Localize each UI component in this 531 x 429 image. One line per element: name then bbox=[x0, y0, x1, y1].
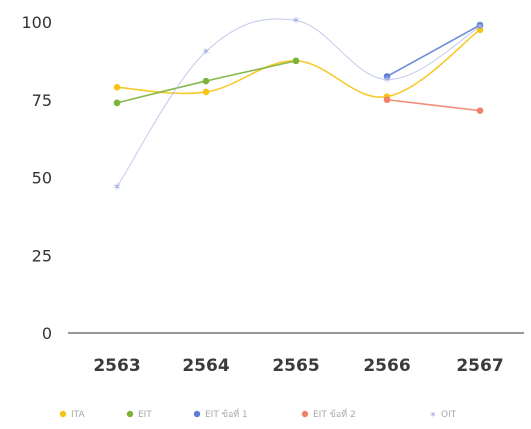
data-point-4-0[interactable]: ✶ bbox=[112, 180, 121, 193]
data-point-0-0[interactable] bbox=[113, 84, 121, 91]
data-point-4-2[interactable]: ✶ bbox=[291, 14, 300, 27]
legend-label-1: EIT bbox=[138, 410, 152, 420]
y-axis-labels: 0 25 50 75 100 bbox=[21, 13, 52, 343]
data-point-3-4[interactable] bbox=[476, 107, 484, 114]
data-point-1-0[interactable] bbox=[113, 99, 121, 107]
series-line-2 bbox=[386, 24, 481, 78]
series-line-3 bbox=[386, 98, 481, 112]
series-line-0 bbox=[116, 29, 481, 98]
legend-label-2: EIT ข้อที่ 1 bbox=[205, 407, 248, 420]
legend: ITA EIT EIT ข้อที่ 1 EIT ข้อที่ 2 ✶ OIT bbox=[59, 407, 457, 421]
legend-marker-4: ✶ bbox=[429, 411, 437, 421]
data-point-4-4[interactable]: ✶ bbox=[475, 20, 484, 33]
y-tick-label-75: 75 bbox=[32, 91, 52, 110]
x-tick-label-2566: 2566 bbox=[363, 356, 410, 376]
data-point-4-3[interactable]: ✶ bbox=[382, 73, 391, 86]
data-point-2-4[interactable] bbox=[476, 21, 484, 29]
legend-label-0: ITA bbox=[71, 410, 85, 420]
legend-marker-2 bbox=[193, 410, 201, 418]
series-line-4 bbox=[116, 18, 481, 188]
legend-item-4[interactable]: ✶ OIT bbox=[429, 410, 457, 420]
x-tick-label-2564: 2564 bbox=[182, 356, 229, 376]
x-axis-labels: 2563 2564 2565 2566 2567 bbox=[93, 356, 503, 376]
legend-item-1[interactable]: EIT bbox=[126, 410, 153, 420]
y-tick-label-25: 25 bbox=[32, 246, 52, 265]
y-tick-label-100: 100 bbox=[21, 13, 52, 32]
data-point-2-3[interactable] bbox=[383, 73, 391, 80]
series-points: ✶ ✶ ✶ ✶ ✶ bbox=[112, 14, 484, 193]
legend-marker-3 bbox=[301, 410, 309, 418]
data-point-3-3[interactable] bbox=[383, 96, 391, 104]
y-tick-label-50: 50 bbox=[32, 169, 52, 188]
x-tick-label-2567: 2567 bbox=[456, 356, 503, 376]
legend-label-4: OIT bbox=[441, 410, 457, 420]
y-tick-label-0: 0 bbox=[42, 324, 52, 343]
x-tick-label-2565: 2565 bbox=[272, 356, 319, 376]
data-point-4-1[interactable]: ✶ bbox=[201, 45, 210, 58]
legend-marker-0 bbox=[59, 410, 67, 418]
series-lines bbox=[116, 18, 481, 188]
data-point-1-1[interactable] bbox=[202, 77, 210, 85]
data-point-1-2[interactable] bbox=[292, 57, 300, 65]
data-point-0-4[interactable] bbox=[476, 26, 484, 34]
legend-label-3: EIT ข้อที่ 2 bbox=[313, 407, 356, 420]
x-tick-label-2563: 2563 bbox=[93, 356, 140, 376]
legend-marker-1 bbox=[126, 410, 134, 418]
data-point-0-1[interactable] bbox=[202, 88, 210, 96]
legend-item-2[interactable]: EIT ข้อที่ 1 bbox=[193, 407, 248, 420]
legend-item-0[interactable]: ITA bbox=[59, 410, 86, 420]
legend-item-3[interactable]: EIT ข้อที่ 2 bbox=[301, 407, 356, 420]
